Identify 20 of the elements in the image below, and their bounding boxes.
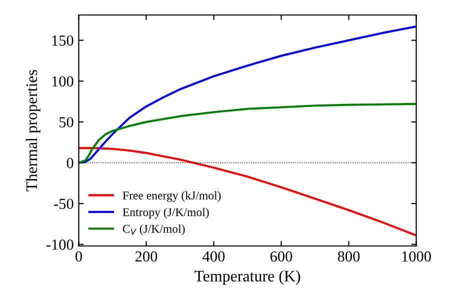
legend-label: C$_{V}$ (J/K/mol) (122, 224, 185, 236)
line-series (78, 147, 416, 236)
y-tick-label: 100 (52, 76, 74, 87)
legend-label: Free energy (kJ/mol) (122, 191, 221, 202)
x-tick-label: 600 (270, 251, 292, 262)
x-tick-label: 800 (338, 251, 360, 262)
y-tick-label: -100 (46, 240, 74, 250)
legend-label: Entropy (J/K/mol) (122, 208, 209, 219)
y-tick-label: -50 (54, 198, 74, 210)
x-tick-label: 400 (202, 251, 225, 262)
x-tick-label: 200 (135, 251, 158, 262)
x-tick-label: 1000 (402, 251, 431, 262)
y-tick-label: 150 (52, 35, 74, 46)
y-axis-title: Thermal properties (26, 70, 40, 192)
y-tick-label: 0 (66, 158, 74, 168)
y-tick-label: 50 (60, 117, 74, 128)
x-tick-label: 0 (76, 251, 82, 262)
line-series (78, 25, 416, 164)
line-series (78, 102, 416, 164)
x-axis-title: Temperature (K) (194, 270, 300, 285)
